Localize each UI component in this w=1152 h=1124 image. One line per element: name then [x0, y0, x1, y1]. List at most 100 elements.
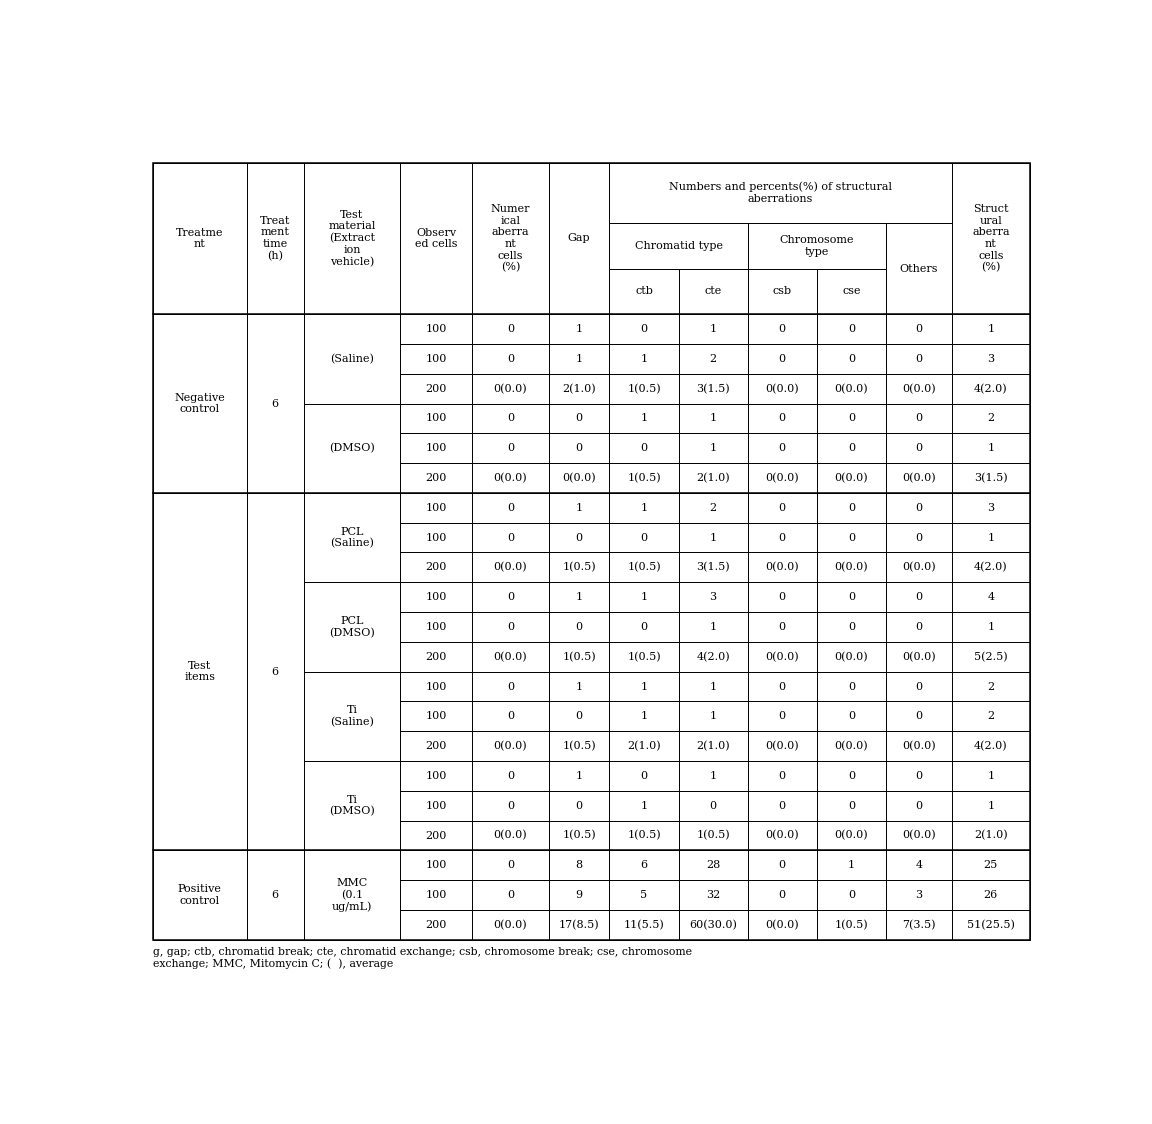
Bar — [472, 373, 548, 404]
Text: Observ
ed cells: Observ ed cells — [415, 227, 457, 250]
Text: 0: 0 — [916, 443, 923, 453]
Bar — [609, 642, 679, 672]
Text: 0: 0 — [641, 443, 647, 453]
Text: 1: 1 — [576, 681, 583, 691]
Text: 11(5.5): 11(5.5) — [623, 919, 665, 930]
Bar — [472, 732, 548, 761]
Text: 0: 0 — [779, 622, 786, 632]
Text: 4(2.0): 4(2.0) — [973, 562, 1008, 572]
Bar — [548, 672, 609, 701]
Bar — [748, 732, 817, 761]
Text: Positive
control: Positive control — [177, 885, 221, 906]
Bar — [472, 493, 548, 523]
Text: 0: 0 — [779, 414, 786, 424]
Bar — [886, 851, 952, 880]
Bar — [952, 701, 1030, 732]
Text: csb: csb — [773, 287, 791, 297]
Bar — [886, 821, 952, 851]
Text: PCL
(DMSO): PCL (DMSO) — [329, 616, 374, 638]
Bar — [886, 344, 952, 373]
Bar — [609, 344, 679, 373]
Bar — [748, 613, 817, 642]
Text: 1: 1 — [710, 622, 717, 632]
Bar — [548, 701, 609, 732]
Bar — [748, 851, 817, 880]
Bar — [472, 163, 548, 314]
Text: 1: 1 — [641, 711, 647, 722]
Bar — [886, 523, 952, 553]
Bar — [548, 732, 609, 761]
Text: 0: 0 — [507, 533, 514, 543]
Bar — [400, 613, 472, 642]
Bar — [400, 821, 472, 851]
Bar — [472, 433, 548, 463]
Bar — [548, 433, 609, 463]
Text: 200: 200 — [425, 741, 447, 751]
Text: 0(0.0): 0(0.0) — [902, 562, 935, 572]
Text: Test
material
(Extract
ion
vehicle): Test material (Extract ion vehicle) — [328, 210, 376, 266]
Bar — [817, 821, 886, 851]
Bar — [400, 523, 472, 553]
Text: 200: 200 — [425, 473, 447, 483]
Bar — [952, 910, 1030, 940]
Bar — [304, 761, 400, 851]
Bar — [609, 672, 679, 701]
Bar — [679, 463, 748, 493]
Bar — [609, 791, 679, 821]
Text: 0: 0 — [576, 622, 583, 632]
Bar — [304, 163, 400, 314]
Text: 0: 0 — [848, 533, 855, 543]
Bar — [817, 493, 886, 523]
Bar — [609, 163, 952, 224]
Bar — [548, 553, 609, 582]
Bar — [609, 493, 679, 523]
Text: Numer
ical
aberra
nt
cells
(%): Numer ical aberra nt cells (%) — [491, 205, 530, 272]
Text: 1: 1 — [710, 771, 717, 781]
Bar — [609, 314, 679, 344]
Text: 100: 100 — [425, 771, 447, 781]
Text: 0(0.0): 0(0.0) — [765, 652, 799, 662]
Text: 0: 0 — [576, 443, 583, 453]
Bar — [952, 791, 1030, 821]
Bar — [817, 880, 886, 910]
Bar — [679, 761, 748, 791]
Text: 0(0.0): 0(0.0) — [765, 741, 799, 751]
Bar — [748, 433, 817, 463]
Bar — [952, 613, 1030, 642]
Text: Treatme
nt: Treatme nt — [176, 227, 223, 250]
Text: 0(0.0): 0(0.0) — [835, 652, 869, 662]
Text: 100: 100 — [425, 622, 447, 632]
Text: 1: 1 — [576, 771, 583, 781]
Text: 1: 1 — [576, 354, 583, 364]
Text: 0: 0 — [848, 800, 855, 810]
Text: 0: 0 — [507, 800, 514, 810]
Text: 1(0.5): 1(0.5) — [627, 652, 661, 662]
Text: 0: 0 — [848, 354, 855, 364]
Text: 200: 200 — [425, 831, 447, 841]
Bar — [748, 314, 817, 344]
Text: 0: 0 — [507, 711, 514, 722]
Bar — [548, 791, 609, 821]
Text: 0(0.0): 0(0.0) — [493, 652, 528, 662]
Text: 0: 0 — [779, 711, 786, 722]
Bar — [247, 851, 304, 940]
Text: 0: 0 — [848, 414, 855, 424]
Bar — [817, 553, 886, 582]
Text: 0: 0 — [916, 592, 923, 602]
Bar — [609, 433, 679, 463]
Bar — [609, 373, 679, 404]
Bar — [817, 433, 886, 463]
Text: 0(0.0): 0(0.0) — [493, 383, 528, 393]
Bar — [886, 463, 952, 493]
Text: 200: 200 — [425, 562, 447, 572]
Text: 60(30.0): 60(30.0) — [689, 919, 737, 930]
Text: 1: 1 — [576, 502, 583, 513]
Text: 4: 4 — [916, 860, 923, 870]
Text: 2: 2 — [987, 681, 994, 691]
Text: cse: cse — [842, 287, 861, 297]
Bar — [748, 791, 817, 821]
Bar — [952, 672, 1030, 701]
Bar — [952, 761, 1030, 791]
Text: 1: 1 — [987, 622, 994, 632]
Bar — [952, 821, 1030, 851]
